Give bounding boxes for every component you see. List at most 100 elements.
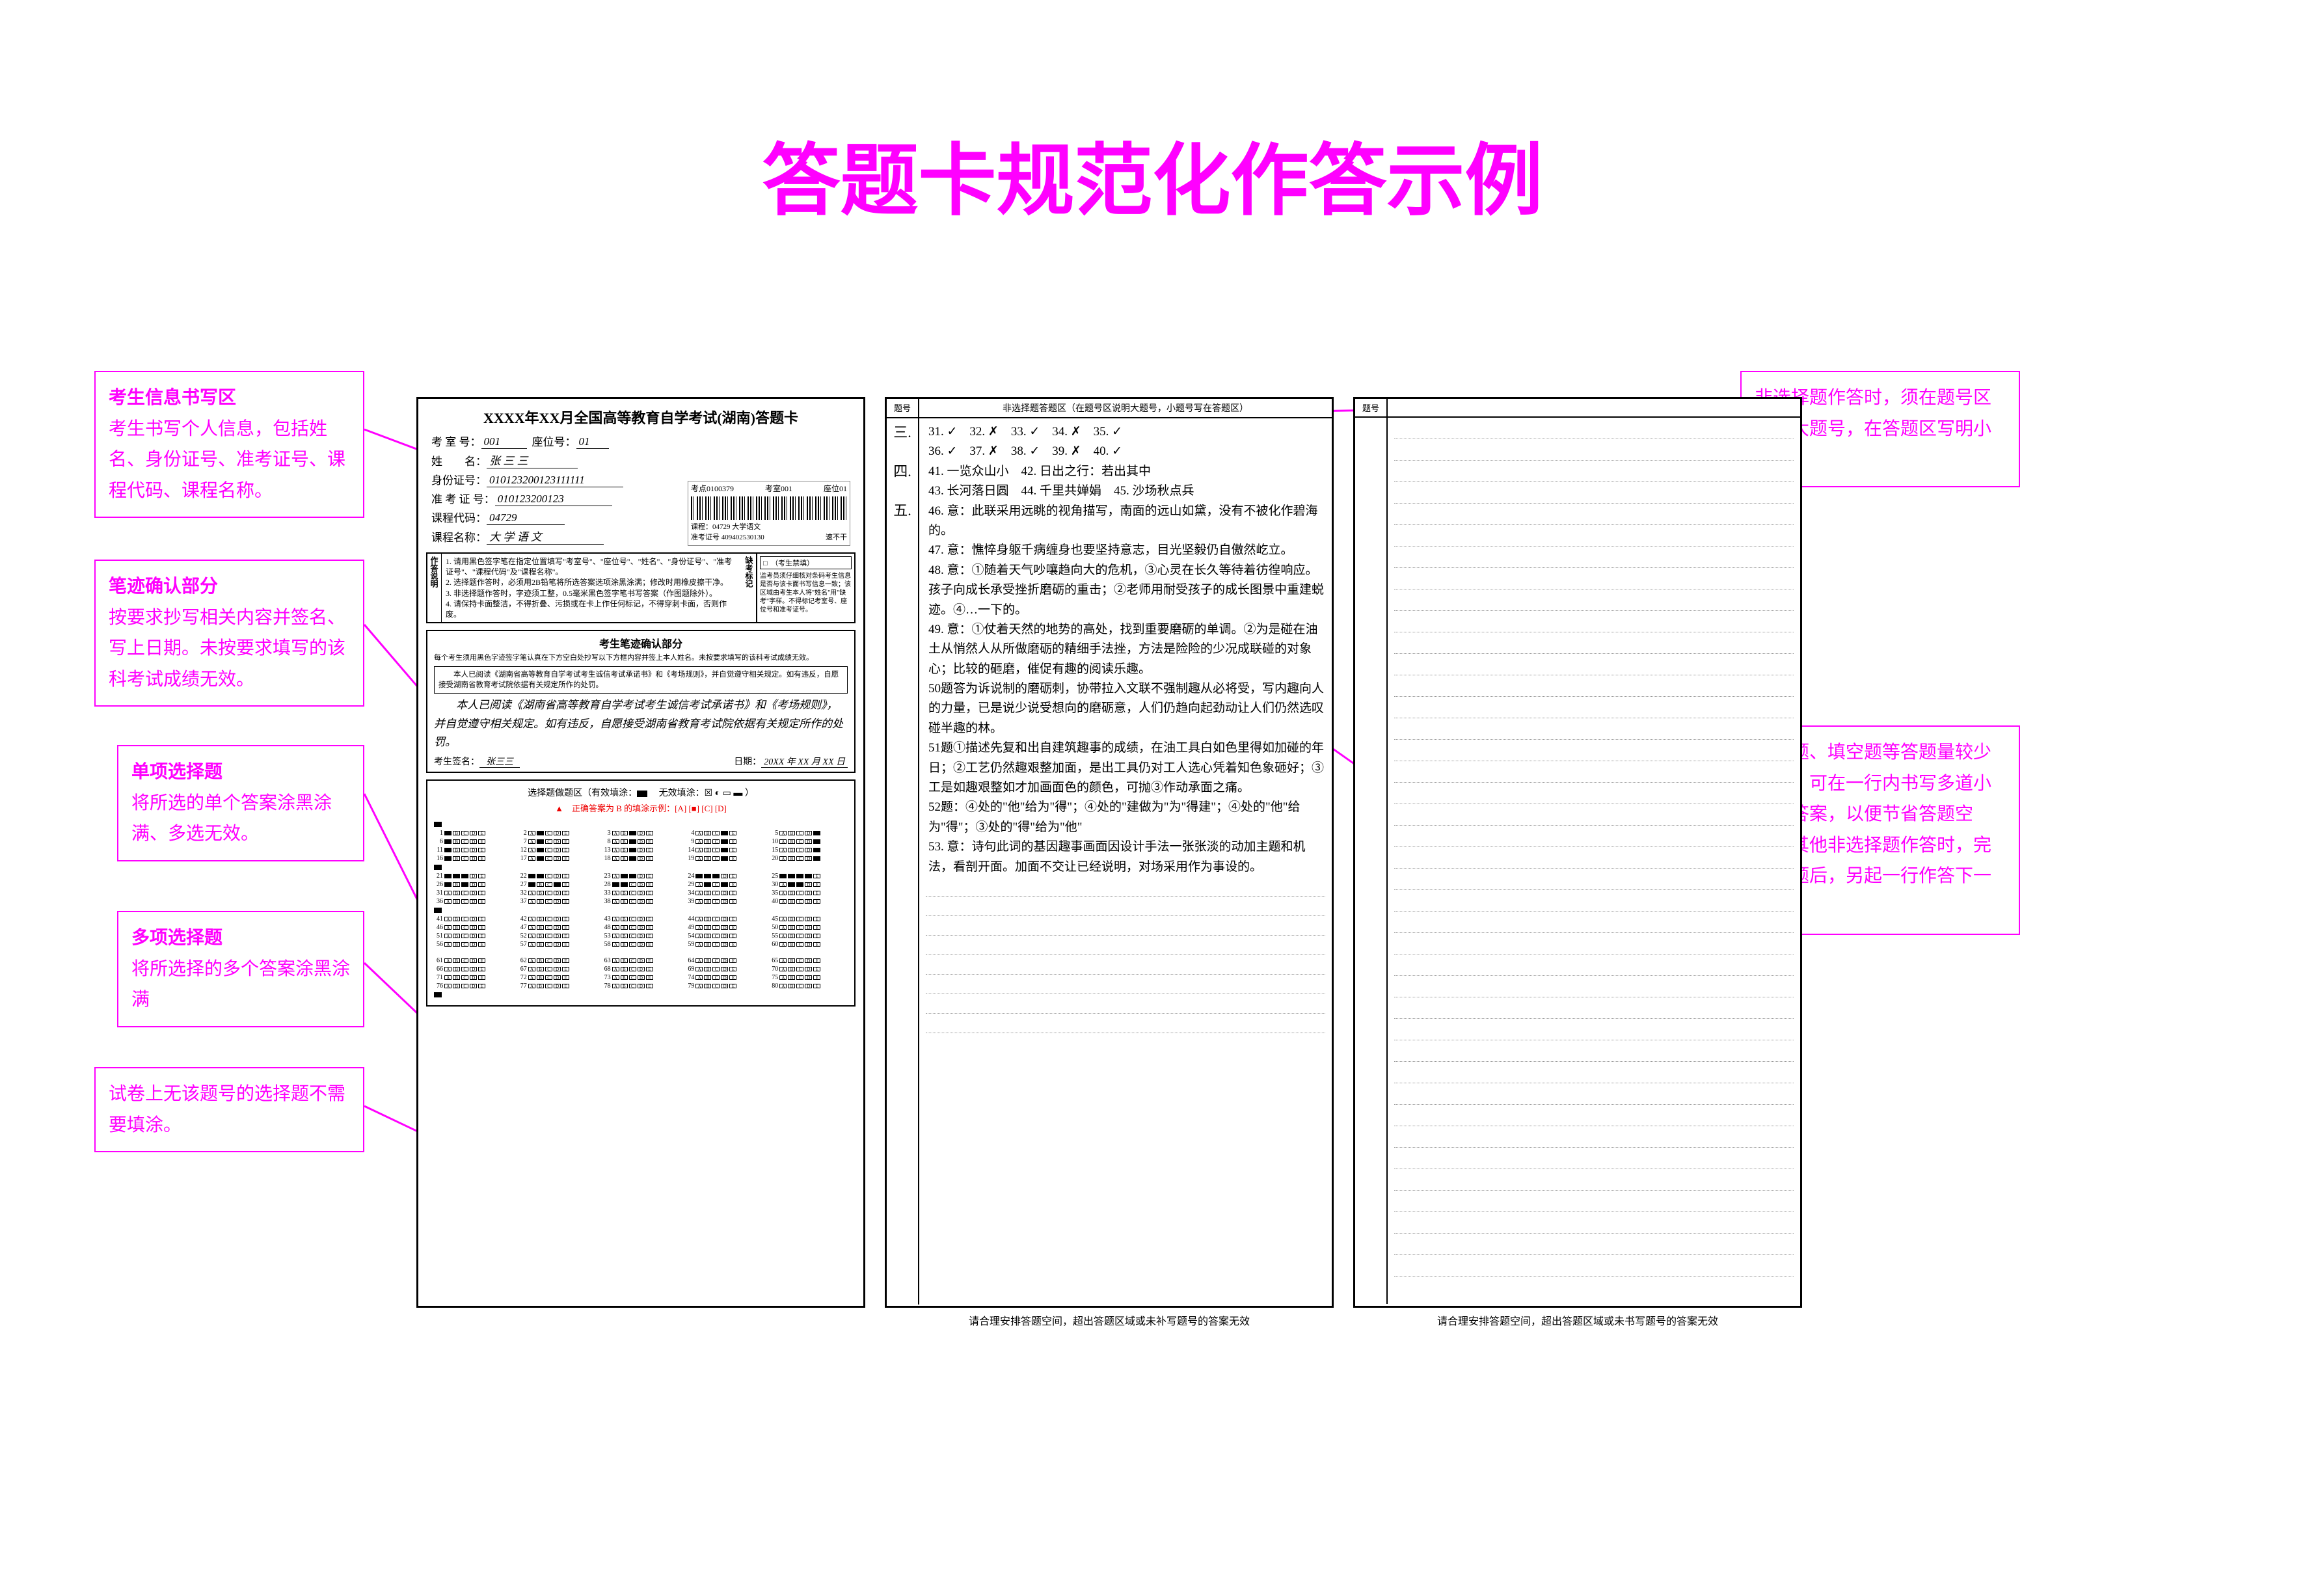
bubble[interactable]: B (704, 874, 711, 878)
bubble[interactable]: D (638, 891, 645, 895)
bubble[interactable]: E (813, 891, 820, 895)
bubble[interactable]: E (813, 856, 820, 861)
bubble[interactable]: A (612, 934, 619, 938)
bubble[interactable]: E (478, 975, 485, 980)
bubble[interactable]: D (721, 917, 728, 921)
bubble[interactable]: A (695, 958, 703, 963)
bubble[interactable]: B (704, 942, 711, 947)
bubble[interactable]: C (545, 942, 552, 947)
bubble[interactable]: A (444, 958, 452, 963)
bubble[interactable]: A (444, 925, 452, 930)
bubble[interactable]: C (461, 967, 468, 971)
bubble[interactable]: D (805, 967, 812, 971)
bubble[interactable]: C (545, 967, 552, 971)
bubble[interactable]: C (461, 917, 468, 921)
bubble[interactable]: B (704, 934, 711, 938)
bubble[interactable]: B (453, 984, 460, 988)
bubble[interactable]: D (638, 917, 645, 921)
bubble[interactable]: D (638, 975, 645, 980)
bubble[interactable]: C (545, 882, 552, 887)
bubble[interactable]: B (453, 882, 460, 887)
bubble[interactable]: A (528, 984, 535, 988)
bubble[interactable]: E (813, 975, 820, 980)
bubble[interactable]: C (461, 874, 468, 878)
bubble[interactable]: A (695, 848, 703, 852)
bubble[interactable]: E (478, 967, 485, 971)
bubble[interactable]: C (461, 925, 468, 930)
bubble[interactable]: B (537, 891, 544, 895)
bubble[interactable]: A (528, 917, 535, 921)
bubble[interactable]: A (695, 874, 703, 878)
bubble[interactable]: E (478, 942, 485, 947)
bubble[interactable]: A (612, 975, 619, 980)
bubble[interactable]: A (444, 967, 452, 971)
bubble[interactable]: A (779, 874, 787, 878)
bubble[interactable]: C (796, 925, 803, 930)
bubble[interactable]: A (779, 831, 787, 835)
bubble[interactable]: D (554, 899, 561, 904)
bubble[interactable]: D (721, 958, 728, 963)
bubble[interactable]: A (528, 874, 535, 878)
bubble[interactable]: C (796, 984, 803, 988)
bubble[interactable]: D (470, 848, 477, 852)
bubble[interactable]: E (813, 925, 820, 930)
bubble[interactable]: E (729, 984, 736, 988)
bubble[interactable]: A (528, 839, 535, 844)
bubble[interactable]: E (813, 848, 820, 852)
bubble[interactable]: C (712, 874, 720, 878)
bubble[interactable]: A (779, 891, 787, 895)
bubble[interactable]: D (470, 925, 477, 930)
bubble[interactable]: D (638, 882, 645, 887)
bubble[interactable]: C (461, 958, 468, 963)
bubble[interactable]: C (712, 848, 720, 852)
bubble[interactable]: B (621, 942, 628, 947)
bubble[interactable]: A (444, 839, 452, 844)
bubble[interactable]: C (461, 891, 468, 895)
bubble[interactable]: E (729, 848, 736, 852)
bubble[interactable]: E (813, 958, 820, 963)
bubble[interactable]: E (729, 934, 736, 938)
bubble[interactable]: D (470, 882, 477, 887)
bubble[interactable]: D (470, 831, 477, 835)
bubble[interactable]: C (629, 856, 636, 861)
bubble[interactable]: D (721, 874, 728, 878)
bubble[interactable]: B (788, 891, 795, 895)
bubble[interactable]: A (695, 984, 703, 988)
bubble[interactable]: C (545, 848, 552, 852)
bubble[interactable]: D (638, 967, 645, 971)
bubble[interactable]: D (554, 848, 561, 852)
bubble[interactable]: D (805, 839, 812, 844)
bubble[interactable]: C (712, 958, 720, 963)
bubble[interactable]: B (788, 967, 795, 971)
bubble[interactable]: B (788, 831, 795, 835)
bubble[interactable]: A (612, 839, 619, 844)
bubble[interactable]: E (478, 831, 485, 835)
bubble[interactable]: D (721, 831, 728, 835)
bubble[interactable]: D (554, 856, 561, 861)
bubble[interactable]: C (796, 874, 803, 878)
bubble[interactable]: E (478, 934, 485, 938)
bubble[interactable]: B (788, 848, 795, 852)
bubble[interactable]: D (721, 942, 728, 947)
bubble[interactable]: B (621, 874, 628, 878)
bubble[interactable]: E (729, 882, 736, 887)
bubble[interactable]: C (545, 891, 552, 895)
bubble[interactable]: B (704, 967, 711, 971)
bubble[interactable]: B (788, 917, 795, 921)
bubble[interactable]: B (537, 831, 544, 835)
bubble[interactable]: E (813, 934, 820, 938)
bubble[interactable]: C (629, 899, 636, 904)
bubble[interactable]: B (788, 958, 795, 963)
bubble[interactable]: C (629, 882, 636, 887)
bubble[interactable]: A (528, 958, 535, 963)
bubble[interactable]: E (646, 925, 653, 930)
bubble[interactable]: B (537, 899, 544, 904)
bubble[interactable]: E (562, 975, 569, 980)
bubble[interactable]: C (629, 934, 636, 938)
bubble[interactable]: D (554, 917, 561, 921)
bubble[interactable]: B (704, 831, 711, 835)
bubble[interactable]: E (646, 899, 653, 904)
bubble[interactable]: C (796, 882, 803, 887)
bubble[interactable]: C (712, 967, 720, 971)
bubble[interactable]: C (461, 831, 468, 835)
